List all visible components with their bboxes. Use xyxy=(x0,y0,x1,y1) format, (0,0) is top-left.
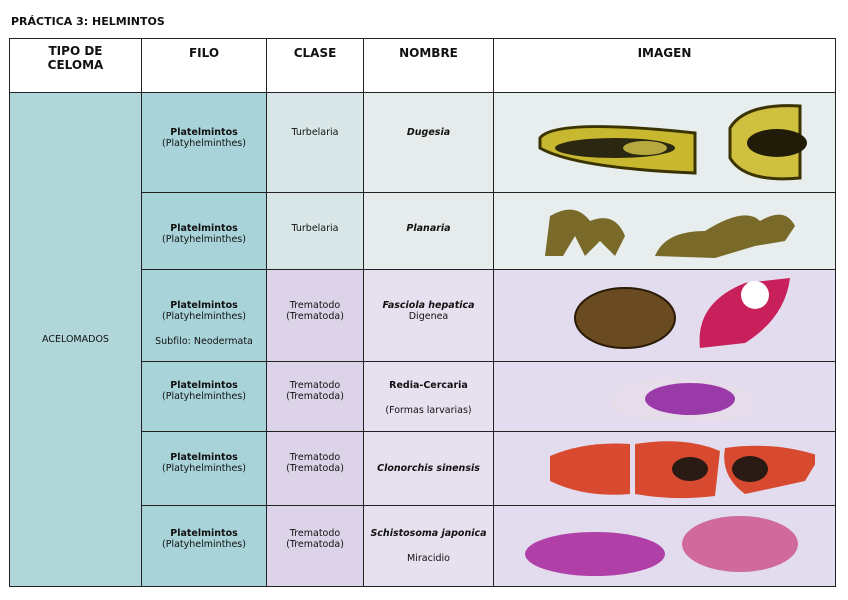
filo: Platelmintos xyxy=(170,127,238,138)
clase-cell: Turbelaria xyxy=(266,192,364,270)
image-cell xyxy=(493,192,836,270)
nombre-note: (Formas larvarias) xyxy=(385,405,472,416)
nombre-cell: Clonorchis sinensis xyxy=(363,431,494,506)
filo-sci: (Platyhelminthes) xyxy=(162,539,246,550)
filo-cell: Platelmintos (Platyhelminthes) xyxy=(141,92,267,193)
image-cell xyxy=(493,269,836,362)
row: Platelmintos (Platyhelminthes) Trematodo(… xyxy=(10,361,836,432)
row: ACELOMADOS Platelmintos (Platyhelminthes)… xyxy=(9,92,836,587)
filo-sci: (Platyhelminthes) xyxy=(162,463,246,474)
row: Platelmintos (Platyhelminthes) Trematodo(… xyxy=(10,505,836,587)
row: Platelmintos (Platyhelminthes) Trematodo(… xyxy=(10,431,836,506)
filo: Platelmintos xyxy=(170,380,238,391)
clase-cell: Trematodo (Trematoda) xyxy=(266,431,364,506)
nombre: Fasciola hepatica xyxy=(382,300,475,311)
helminth-table: TIPO DE CELOMA FILO CLASE NOMBRE IMAGEN … xyxy=(9,38,836,587)
clase: Trematodo xyxy=(289,380,341,391)
specimen-image xyxy=(524,515,798,576)
image-cell xyxy=(493,361,836,432)
specimen-image xyxy=(609,378,755,422)
filo-cell: Platelmintos (Platyhelminthes) Subfilo: Ne… xyxy=(141,269,267,362)
filo-sci: (Platyhelminthes) xyxy=(162,138,246,149)
row: Platelmintos (Platyhelminthes) Subfilo: Ne… xyxy=(10,269,836,362)
header: CLASE xyxy=(266,38,364,93)
image-cell xyxy=(493,431,836,506)
clase: Turbelaria xyxy=(291,223,339,234)
clase-sci: (Trematoda) xyxy=(286,539,344,550)
specimen-image xyxy=(573,278,790,349)
celoma-cell: ACELOMADOS xyxy=(9,92,142,587)
filo-sci: (Platyhelminthes) xyxy=(162,311,246,322)
nombre: Dugesia xyxy=(406,127,451,138)
nombre: Clonorchis sinensis xyxy=(377,463,480,474)
page-title: PRÁCTICA 3: HELMINTOS xyxy=(11,15,165,28)
nombre: Schistosoma japonica xyxy=(370,528,487,539)
filo: Platelmintos xyxy=(170,528,238,539)
nombre-cell: Fasciola hepatica Digenea xyxy=(363,269,494,362)
nombre-cell: Dugesia xyxy=(363,92,494,193)
nombre-note: Digenea xyxy=(408,311,449,322)
header: FILO xyxy=(141,38,267,93)
header-row: TIPO DE CELOMA FILO CLASE NOMBRE IMAGEN xyxy=(9,38,836,93)
row: Platelmintos (Platyhelminthes) Turbelaria… xyxy=(10,192,836,270)
clase: Trematodo xyxy=(289,528,341,539)
clase-sci: (Trematoda) xyxy=(286,463,344,474)
nombre-note: Miracidio xyxy=(407,553,450,564)
image-cell xyxy=(493,505,836,587)
image-cell xyxy=(493,92,836,193)
filo-cell: Platelmintos (Platyhelminthes) xyxy=(141,431,267,506)
filo: Platelmintos xyxy=(170,452,238,463)
clase-cell: Trematodo (Trematoda) xyxy=(266,269,364,362)
specimen-image xyxy=(549,441,815,499)
specimen-image xyxy=(544,209,795,258)
filo-cell: Platelmintos (Platyhelminthes) xyxy=(141,192,267,270)
nombre: Redia-Cercaria xyxy=(389,380,468,391)
nombre-cell: Schistosoma japonica Miracidio xyxy=(363,505,494,587)
specimen-image xyxy=(538,103,807,180)
clase: Turbelaria xyxy=(291,127,339,138)
clase-cell: Turbelaria xyxy=(266,92,364,193)
clase: Trematodo xyxy=(289,300,341,311)
filo-sci: (Platyhelminthes) xyxy=(162,391,246,402)
clase-sci: (Trematoda) xyxy=(286,311,344,322)
clase-cell: Trematodo (Trematoda) xyxy=(266,505,364,587)
header: TIPO DE CELOMA xyxy=(9,38,142,93)
header: IMAGEN xyxy=(493,38,836,93)
filo: Platelmintos xyxy=(170,223,238,234)
filo: Platelmintos xyxy=(170,300,238,311)
nombre-cell: Planaria xyxy=(363,192,494,270)
nombre-cell: Redia-Cercaria (Formas larvarias) xyxy=(363,361,494,432)
nombre: Planaria xyxy=(406,223,451,234)
filo-cell: Platelmintos (Platyhelminthes) xyxy=(141,361,267,432)
clase-sci: (Trematoda) xyxy=(286,391,344,402)
subfilo: Subfilo: Neodermata xyxy=(155,336,253,347)
filo-sci: (Platyhelminthes) xyxy=(162,234,246,245)
filo-cell: Platelmintos (Platyhelminthes) xyxy=(141,505,267,587)
clase: Trematodo xyxy=(289,452,341,463)
clase-cell: Trematodo (Trematoda) xyxy=(266,361,364,432)
header: NOMBRE xyxy=(363,38,494,93)
